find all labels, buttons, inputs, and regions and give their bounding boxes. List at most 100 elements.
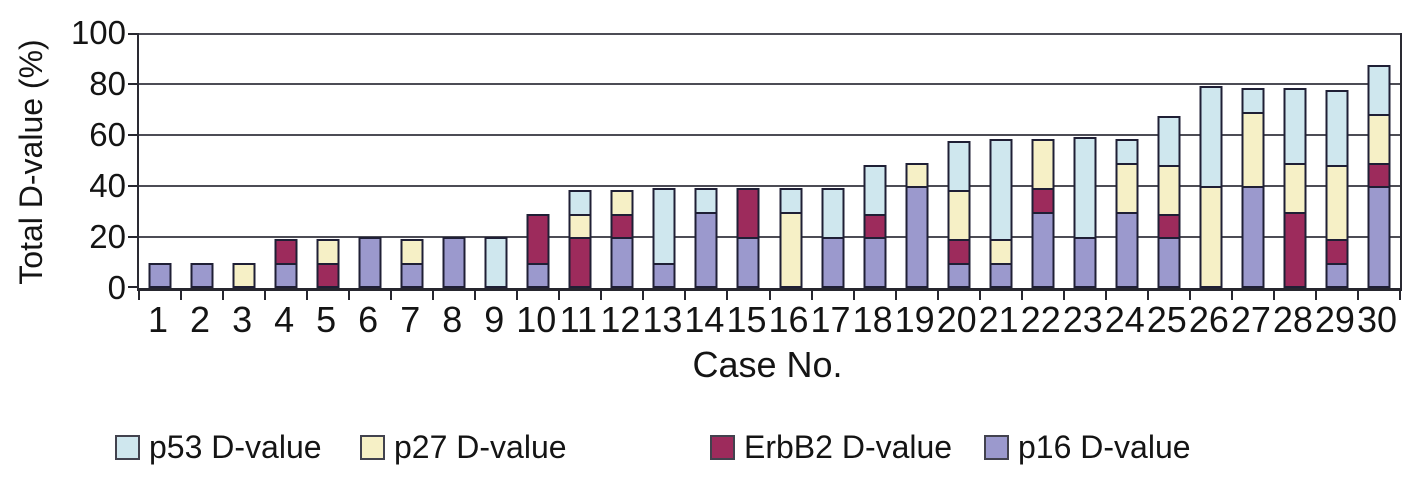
bar-segment-p16	[526, 262, 550, 288]
stacked-bar	[526, 213, 550, 288]
stacked-bar	[232, 262, 256, 288]
bar-segment-erbb2	[526, 213, 550, 265]
stacked-bar	[905, 162, 929, 288]
bar-segment-p16	[1031, 211, 1055, 288]
bar-segment-p16	[1073, 237, 1097, 288]
bar-segment-p53	[1241, 88, 1265, 114]
legend-item-p53: p53 D-value	[115, 430, 322, 464]
bar-case-21	[980, 33, 1022, 288]
x-tick-label-1: 1	[148, 299, 169, 340]
bar-segment-p27	[1199, 186, 1223, 288]
x-tick-mark	[642, 291, 645, 300]
bar-segment-erbb2	[1157, 213, 1181, 239]
bar-segment-p53	[1367, 64, 1391, 116]
bar-segment-erbb2	[947, 239, 971, 265]
bar-segment-p27	[568, 213, 592, 239]
bar-segment-p27	[1325, 164, 1349, 241]
x-tick-mark	[558, 291, 561, 300]
bar-case-7	[391, 33, 433, 288]
bar-segment-p53	[1325, 90, 1349, 167]
bar-segment-p16	[274, 262, 298, 288]
y-tick-label-20: 20	[89, 218, 126, 255]
bar-segment-erbb2	[863, 213, 887, 239]
y-tick-mark	[128, 33, 137, 35]
x-tick-label-27: 27	[1230, 299, 1271, 340]
bar-segment-p53	[821, 188, 845, 239]
bar-segment-p27	[905, 162, 929, 188]
bar-segment-p16	[947, 262, 971, 288]
bar-segment-p16	[1367, 186, 1391, 288]
x-tick-label-12: 12	[600, 299, 641, 340]
stacked-bar	[1031, 139, 1055, 288]
stacked-bar	[316, 239, 340, 288]
bar-segment-p16	[694, 211, 718, 288]
gridline-60	[139, 134, 1400, 136]
bar-segment-p16	[905, 186, 929, 288]
bar-segment-p16	[1157, 237, 1181, 288]
bar-segment-p53	[484, 237, 508, 288]
x-tick-mark	[264, 291, 267, 300]
bar-segment-p16	[358, 237, 382, 288]
x-tick-mark	[600, 291, 603, 300]
x-tick-mark	[432, 291, 435, 300]
y-tick-mark	[128, 83, 137, 85]
x-tick-label-9: 9	[484, 299, 505, 340]
stacked-bar	[358, 237, 382, 288]
bar-segment-p16	[610, 237, 634, 288]
bar-case-15	[727, 33, 769, 288]
bar-segment-p53	[1073, 137, 1097, 239]
bar-segment-p53	[694, 188, 718, 214]
x-tick-mark	[222, 291, 225, 300]
x-tick-label-28: 28	[1272, 299, 1313, 340]
bar-segment-p53	[1115, 139, 1139, 165]
bar-case-26	[1190, 33, 1232, 288]
legend-label: p16 D-value	[1018, 429, 1191, 465]
stacked-bar	[694, 188, 718, 288]
bar-segment-p16	[863, 237, 887, 288]
x-tick-label-26: 26	[1188, 299, 1229, 340]
x-tick-mark	[978, 291, 981, 300]
y-tick-mark	[128, 134, 137, 136]
x-tick-mark	[390, 291, 393, 300]
x-tick-label-13: 13	[642, 299, 683, 340]
x-tick-mark	[768, 291, 771, 300]
bar-segment-erbb2	[610, 213, 634, 239]
bar-segment-erbb2	[1031, 188, 1055, 214]
y-axis-tick-labels: 0 20 40 60 80 100	[0, 15, 126, 306]
y-tick-label-60: 60	[89, 116, 126, 153]
x-tick-mark	[1188, 291, 1191, 300]
bar-segment-p27	[1115, 162, 1139, 214]
y-tick-label-100: 100	[70, 14, 126, 51]
bar-case-23	[1064, 33, 1106, 288]
bar-segment-p53	[1157, 115, 1181, 167]
x-tick-label-23: 23	[1062, 299, 1103, 340]
legend-item-p27: p27 D-value	[360, 430, 567, 464]
stacked-bar	[442, 237, 466, 288]
y-tick-mark	[128, 185, 137, 187]
x-tick-label-4: 4	[274, 299, 295, 340]
bar-case-30	[1358, 33, 1400, 288]
bar-segment-p16	[148, 262, 172, 288]
x-tick-label-15: 15	[726, 299, 767, 340]
chart-legend: p53 D-value p27 D-value ErbB2 D-value p16 D…	[0, 426, 1417, 466]
x-tick-mark	[1356, 291, 1359, 300]
bar-case-13	[643, 33, 685, 288]
bar-segment-p16	[1115, 211, 1139, 288]
bar-segment-p53	[863, 164, 887, 216]
bar-segment-erbb2	[1367, 162, 1391, 188]
x-tick-label-16: 16	[768, 299, 809, 340]
bar-segment-p27	[316, 239, 340, 265]
bar-segment-p27	[779, 211, 803, 288]
bar-case-11	[559, 33, 601, 288]
x-tick-mark	[894, 291, 897, 300]
bar-case-14	[685, 33, 727, 288]
bar-segment-p53	[568, 190, 592, 216]
gridline-40	[139, 185, 1400, 187]
x-tick-label-14: 14	[684, 299, 725, 340]
x-tick-label-11: 11	[559, 299, 598, 340]
x-tick-mark	[348, 291, 351, 300]
x-tick-label-29: 29	[1314, 299, 1355, 340]
legend-swatch-p27	[360, 434, 385, 460]
bar-case-5	[307, 33, 349, 288]
